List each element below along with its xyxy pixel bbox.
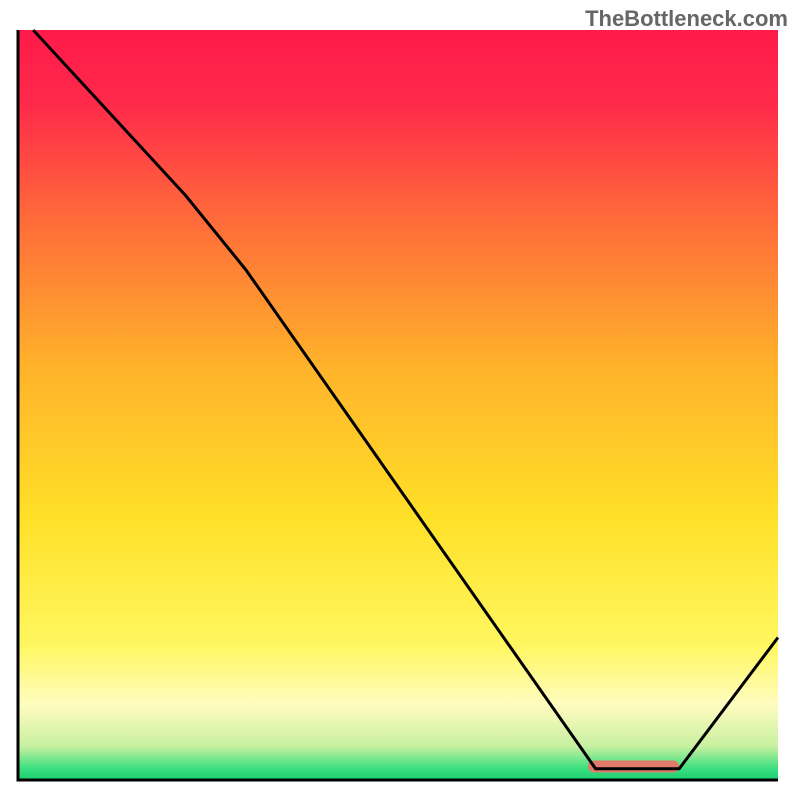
gradient-background <box>18 30 778 780</box>
chart-container: TheBottleneck.com <box>0 0 800 800</box>
optimal-range-marker <box>588 761 679 773</box>
bottleneck-chart <box>0 0 800 800</box>
watermark-text: TheBottleneck.com <box>585 6 788 32</box>
